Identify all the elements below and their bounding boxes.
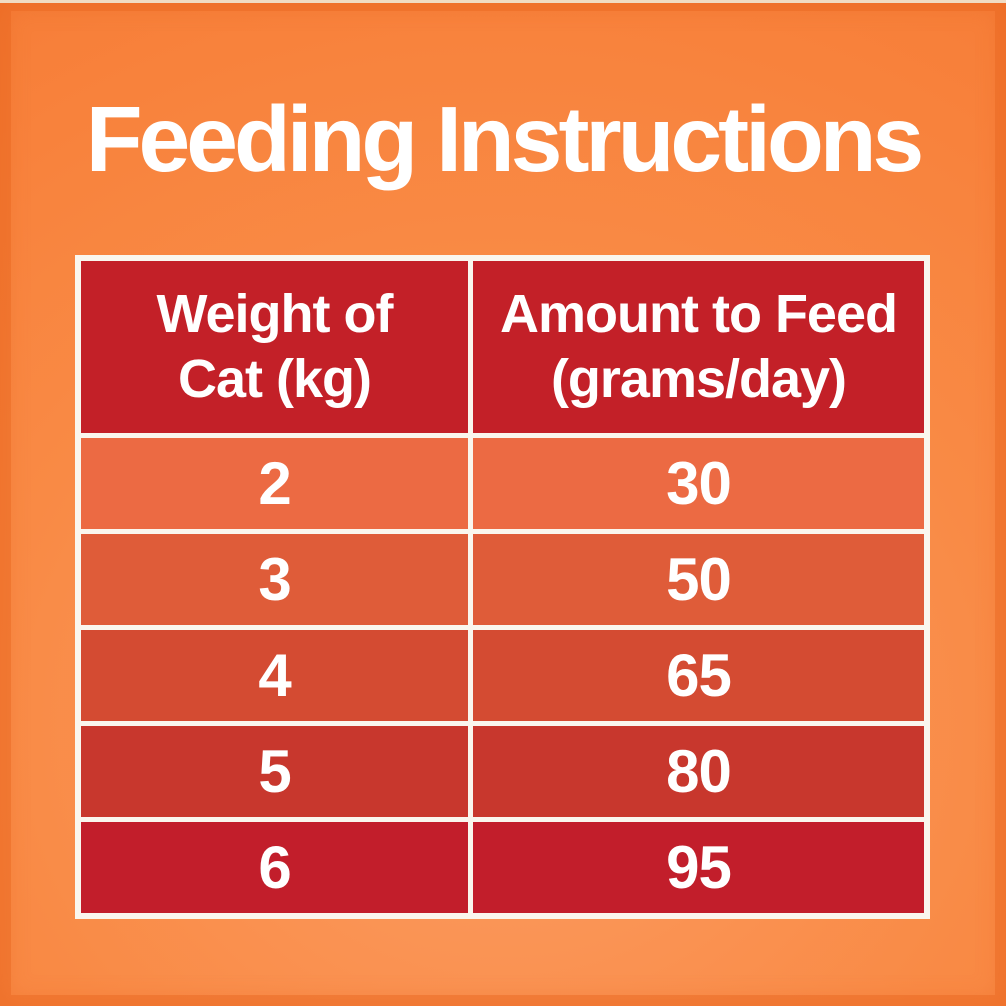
amount-cell: 65 — [473, 630, 924, 721]
amount-cell: 95 — [473, 822, 924, 913]
weight-cell: 3 — [81, 534, 468, 625]
feeding-table: Weight of Cat (kg) Amount to Feed (grams… — [75, 255, 930, 919]
amount-cell: 80 — [473, 726, 924, 817]
weight-cell: 5 — [81, 726, 468, 817]
amount-cell: 30 — [473, 438, 924, 529]
weight-cell: 6 — [81, 822, 468, 913]
top-edge-artifact — [0, 0, 1006, 3]
column-header-amount: Amount to Feed (grams/day) — [473, 261, 924, 433]
weight-cell: 4 — [81, 630, 468, 721]
amount-cell: 50 — [473, 534, 924, 625]
column-header-weight: Weight of Cat (kg) — [81, 261, 468, 433]
weight-cell: 2 — [81, 438, 468, 529]
page-title: Feeding Instructions — [85, 87, 925, 191]
